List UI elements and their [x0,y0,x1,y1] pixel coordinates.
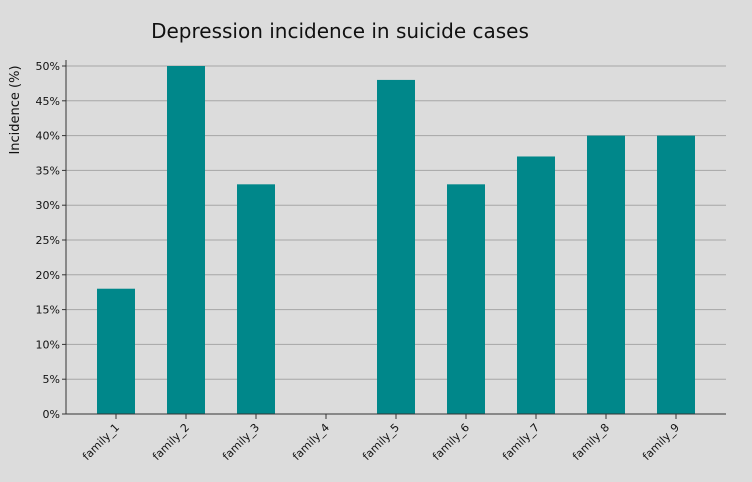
chart-title: Depression incidence in suicide cases [151,19,529,43]
bar [377,79,415,415]
y-tick-label: 10% [36,338,60,351]
y-tick-label: 45% [36,95,60,108]
y-tick-label: 40% [36,130,60,143]
bar [587,135,625,414]
x-tick-label: family_1 [80,421,122,463]
y-tick-labels: 0% 5% 10% 15% 20% 25% 30% 35% 40% 45% 50% [36,60,60,421]
bar [167,66,205,414]
x-tick-label: family_4 [290,421,332,463]
axes [62,60,726,419]
y-tick-label: 30% [36,199,60,212]
y-tick-label: 5% [43,373,60,386]
bar [237,184,275,414]
x-tick-label: family_8 [570,421,612,463]
x-tick-label: family_3 [220,421,262,463]
x-tick-label: family_7 [500,421,542,463]
bars [97,66,695,415]
bar [657,135,695,414]
bar [97,288,135,414]
bar [517,156,555,415]
y-tick-label: 15% [36,304,60,317]
y-axis-label: Incidence (%) [8,65,23,154]
y-tick-label: 20% [36,269,60,282]
y-tick-label: 25% [36,234,60,247]
y-tick-label: 50% [36,60,60,73]
x-tick-labels: family_1 family_2 family_3 family_4 family_5… [80,421,682,463]
y-tick-label: 35% [36,164,60,177]
x-tick-label: family_6 [430,421,472,463]
x-tick-label: family_5 [360,421,402,463]
x-tick-label: family_2 [150,421,192,463]
y-tick-label: 0% [43,408,60,421]
x-tick-label: family_9 [640,421,682,463]
bar [447,184,485,414]
